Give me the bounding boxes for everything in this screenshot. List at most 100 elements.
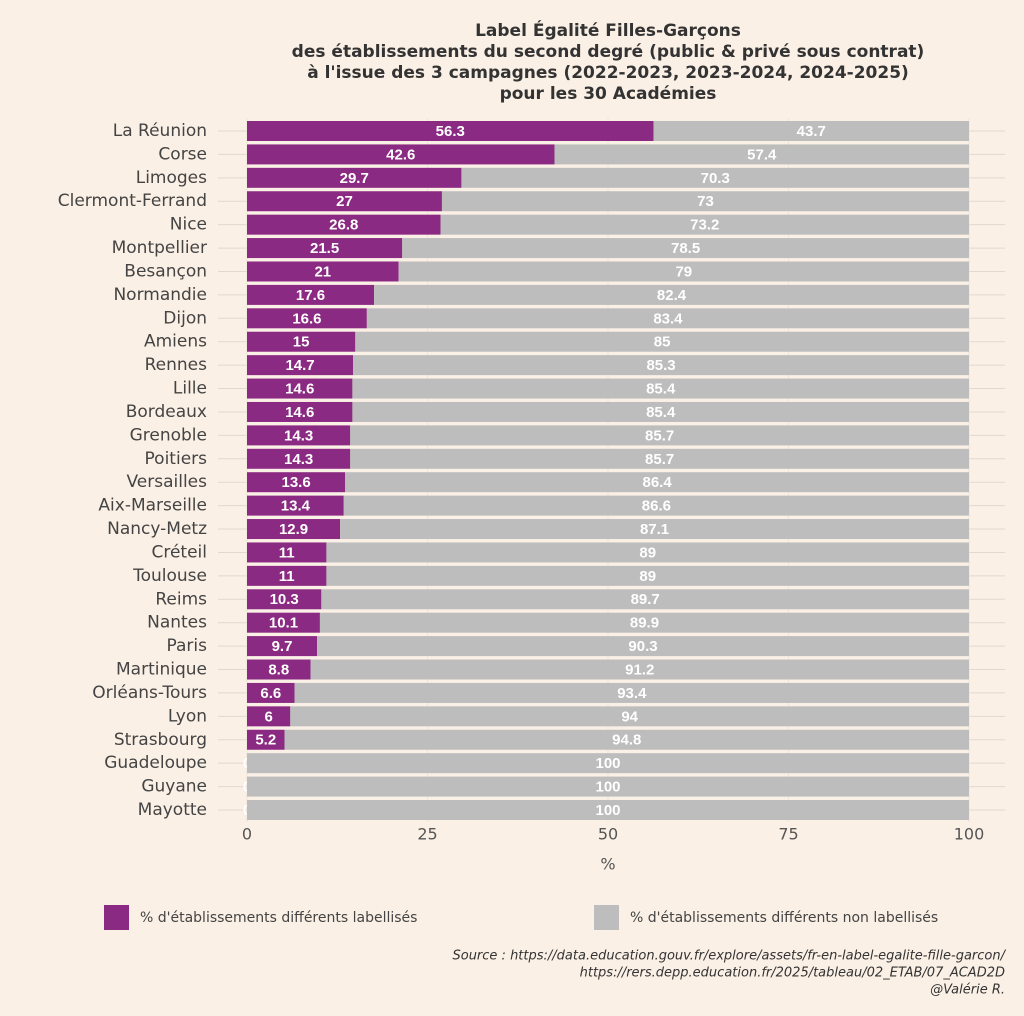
- y-tick-label: Strasbourg: [114, 730, 207, 750]
- value-label: 14.3: [284, 451, 313, 468]
- y-tick-label: Lille: [173, 379, 207, 399]
- value-label: 83.4: [653, 310, 683, 327]
- bar-segment: [247, 519, 341, 540]
- x-tick-label: 0: [242, 825, 252, 844]
- bar-segment: [353, 355, 969, 376]
- source-note: https://rers.depp.education.fr/2025/tabl…: [580, 966, 1005, 981]
- legend-label: % d'établissements différents labellisés: [140, 910, 417, 926]
- value-label: 27: [336, 193, 353, 210]
- bar-segment: [247, 495, 344, 516]
- y-tick-label: Mayotte: [138, 800, 207, 820]
- value-label: 6.6: [260, 685, 281, 702]
- bar-segment: [352, 378, 969, 399]
- value-label: 56.3: [436, 123, 465, 140]
- value-label: 73.2: [690, 217, 719, 234]
- bar-segment: [350, 448, 970, 469]
- value-label: 85: [654, 334, 671, 351]
- y-tick-label: Nancy-Metz: [107, 519, 207, 539]
- y-tick-label: Aix-Marseille: [98, 496, 207, 516]
- value-label: 11: [279, 544, 295, 561]
- bar-segment: [247, 706, 291, 727]
- bar-segment: [247, 284, 375, 305]
- bar-segment: [350, 425, 970, 446]
- y-tick-label: Limoges: [136, 168, 207, 188]
- bar-segment: [398, 261, 969, 282]
- bar-segment: [355, 331, 969, 352]
- value-label: 78.5: [671, 240, 700, 257]
- y-tick-label: Reims: [155, 589, 207, 609]
- bar-segment: [247, 425, 351, 446]
- value-label: 13.4: [281, 498, 311, 515]
- value-label: 90.3: [628, 638, 657, 655]
- x-tick-label: 50: [598, 825, 618, 844]
- bar-segment: [247, 565, 327, 586]
- bar-segment: [247, 167, 462, 188]
- value-label: 85.4: [646, 381, 676, 398]
- bar-segment: [247, 659, 311, 680]
- bar-segment: [374, 284, 969, 305]
- bar-segment: [247, 472, 346, 493]
- source-note: Source : https://data.education.gouv.fr/…: [452, 949, 1006, 964]
- value-label: 100: [595, 779, 620, 796]
- value-label: 94: [621, 708, 638, 725]
- bar-segment: [340, 519, 969, 540]
- y-tick-label: Grenoble: [130, 425, 207, 445]
- bar-segment: [247, 214, 441, 235]
- value-label: 86.4: [642, 474, 672, 491]
- y-tick-label: Dijon: [163, 308, 207, 328]
- value-label: 100: [595, 802, 620, 819]
- value-label: 17.6: [296, 287, 325, 304]
- value-label: 86.6: [642, 498, 671, 515]
- y-tick-label: Besançon: [124, 261, 207, 281]
- value-label: 57.4: [747, 146, 777, 163]
- bar-segment: [284, 729, 969, 750]
- bar-segment: [247, 612, 320, 633]
- value-label: 100: [595, 755, 620, 772]
- bar-segment: [310, 659, 969, 680]
- value-label: 26.8: [329, 217, 358, 234]
- value-label: 21: [314, 263, 331, 280]
- y-tick-label: Rennes: [145, 355, 208, 375]
- value-label: 13.6: [281, 474, 310, 491]
- bar-segment: [247, 753, 969, 774]
- x-axis-label: %: [600, 855, 615, 874]
- value-label: 21.5: [310, 240, 339, 257]
- bar-segment: [247, 401, 353, 422]
- y-tick-label: Guyane: [141, 777, 207, 797]
- value-label: 93.4: [617, 685, 647, 702]
- bar-segment: [247, 238, 403, 259]
- bar-segment: [653, 121, 969, 141]
- bar-segment: [247, 682, 295, 703]
- value-label: 14.3: [284, 427, 313, 444]
- value-label: 73: [697, 193, 714, 210]
- y-tick-label: Toulouse: [132, 566, 207, 586]
- legend-swatch: [104, 905, 129, 930]
- x-tick-label: 75: [778, 825, 798, 844]
- value-label: 89: [639, 544, 656, 561]
- value-label: 85.3: [646, 357, 675, 374]
- y-tick-label: Montpellier: [112, 238, 207, 258]
- y-tick-label: Clermont-Ferrand: [58, 191, 207, 211]
- bar-segment: [343, 495, 969, 516]
- value-label: 85.4: [646, 404, 676, 421]
- bar-segment: [247, 589, 322, 610]
- y-tick-label: Paris: [167, 636, 208, 656]
- value-label: 89.9: [630, 615, 659, 632]
- value-label: 16.6: [292, 310, 321, 327]
- value-label: 5.2: [255, 732, 276, 749]
- value-label: 12.9: [279, 521, 308, 538]
- y-tick-label: Nantes: [147, 613, 207, 633]
- bar-segment: [326, 542, 969, 563]
- bar-segment: [366, 308, 969, 329]
- value-label: 89.7: [631, 591, 660, 608]
- bar-segment: [294, 682, 970, 703]
- y-tick-label: Bordeaux: [126, 402, 207, 422]
- value-label: 11: [279, 568, 295, 585]
- value-label: 8.8: [268, 661, 289, 678]
- bar-segment: [247, 448, 351, 469]
- bar-segment: [247, 308, 367, 329]
- bar-segment: [247, 729, 285, 750]
- y-tick-label: Corse: [158, 144, 207, 164]
- y-tick-label: Orléans-Tours: [92, 683, 207, 703]
